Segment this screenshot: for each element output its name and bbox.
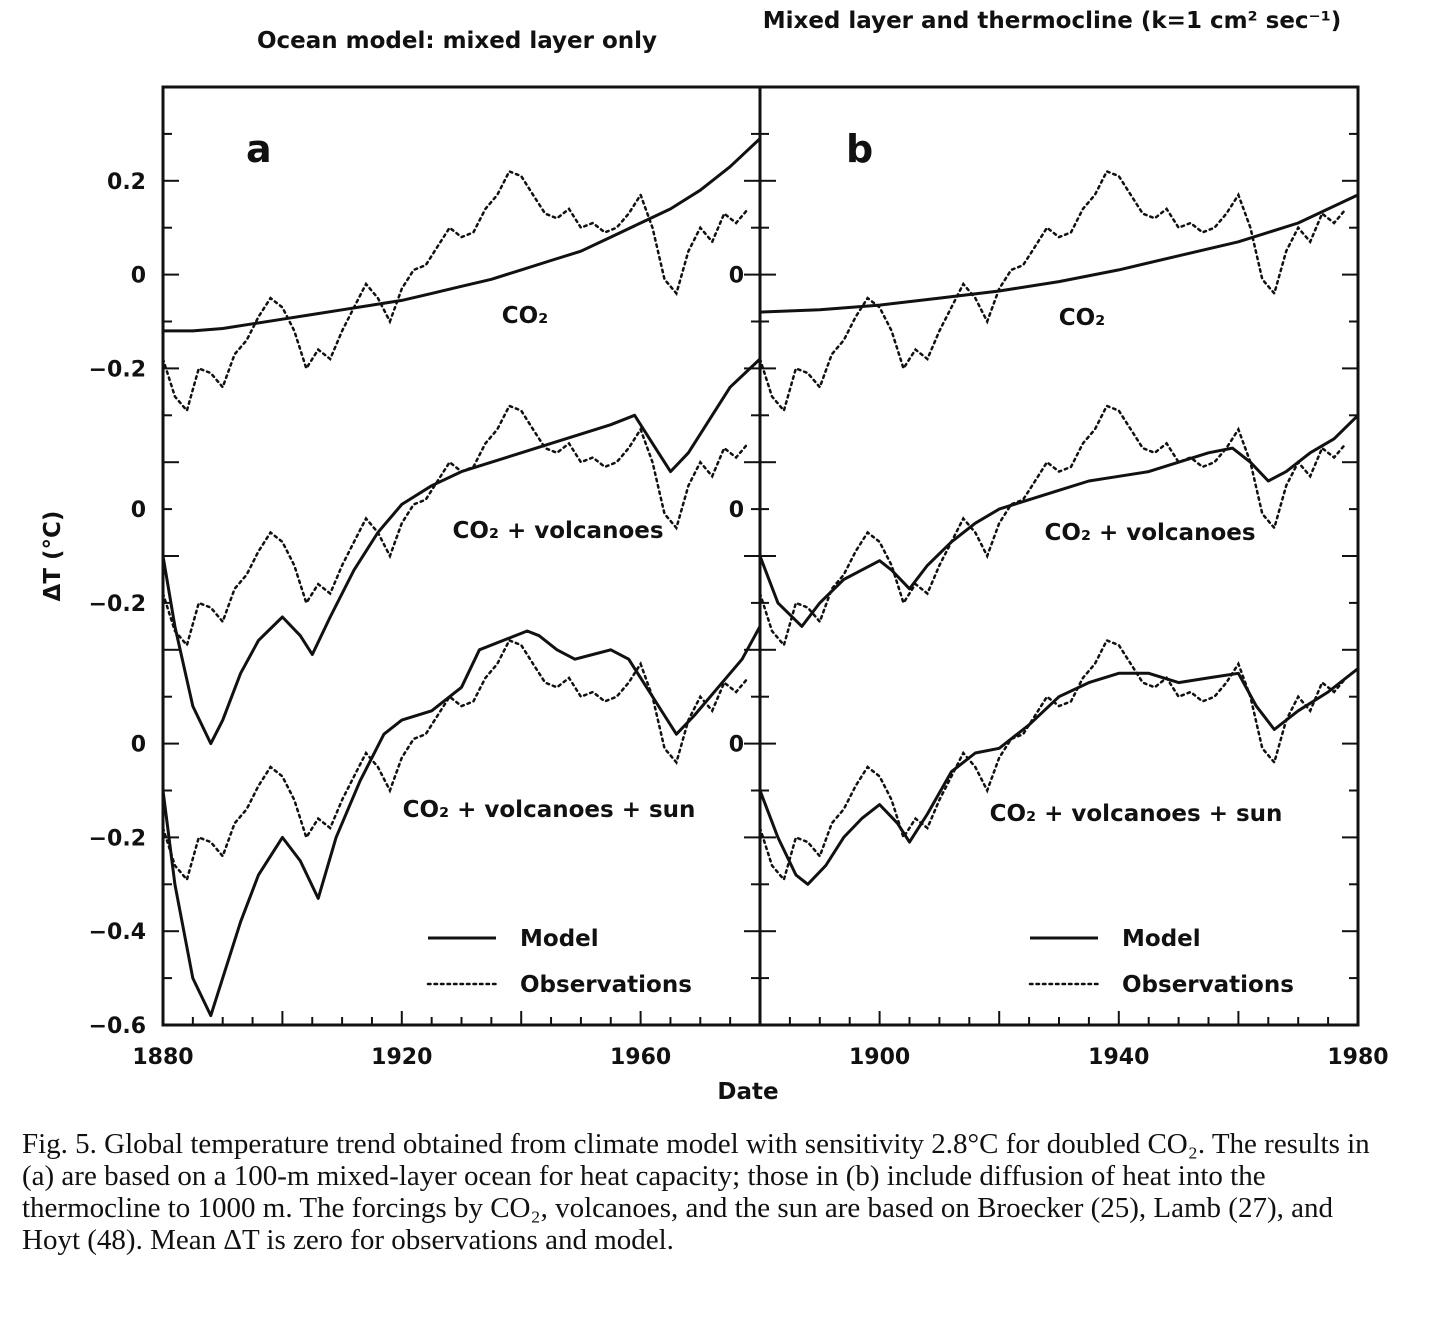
panel-b-series xyxy=(758,169,1360,886)
panel-a-frame xyxy=(161,85,762,1027)
y-tick-label: 0 xyxy=(729,498,744,523)
observations-line-3 xyxy=(758,638,1348,883)
panel-b-ticks: 1900 1940 1980 0 0 0 xyxy=(729,86,1389,1070)
subplot-label-2: CO₂ + volcanoes xyxy=(452,518,663,544)
panel-a-labels: CO₂ CO₂ + volcanoes CO₂ + volcanoes + sun M… xyxy=(403,303,696,998)
panel-b-letter: b xyxy=(846,127,873,171)
model-line-3 xyxy=(161,625,762,1018)
x-tick-label: 1980 xyxy=(1327,1045,1388,1070)
panel-a: Ocean model: mixed layer only a 1880 1920… xyxy=(89,28,762,1070)
y-axis-label: ΔT (°C) xyxy=(40,511,66,602)
subplot-label-3: CO₂ + volcanoes + sun xyxy=(990,801,1283,827)
y-tick-label: 0.2 xyxy=(107,170,146,195)
panel-b-frame xyxy=(758,85,1360,1027)
figure-graphic: Ocean model: mixed layer only a 1880 1920… xyxy=(40,8,1389,1105)
panel-b-title: Mixed layer and thermocline (k=1 cm² sec… xyxy=(763,8,1342,34)
y-tick-label: −0.6 xyxy=(89,1014,146,1039)
y-tick-label: 0 xyxy=(131,498,146,523)
observations-line-2 xyxy=(758,404,1348,648)
panel-a-series xyxy=(161,137,762,1018)
y-tick-label: −0.2 xyxy=(89,592,146,617)
model-line-2 xyxy=(161,357,762,746)
subplot-label-3: CO₂ + volcanoes + sun xyxy=(403,797,696,823)
model-line-1 xyxy=(163,137,762,333)
panel-a-title: Ocean model: mixed layer only xyxy=(257,28,657,54)
panel-a-letter: a xyxy=(246,127,272,171)
y-tick-label: 0 xyxy=(729,733,744,758)
legend-model-label: Model xyxy=(520,926,599,952)
subplot-label-1: CO₂ xyxy=(502,303,549,329)
figure-caption: Fig. 5. Global temperature trend obtaine… xyxy=(22,1128,1370,1256)
panel-b-labels: CO₂ CO₂ + volcanoes CO₂ + volcanoes + sun M… xyxy=(990,305,1294,998)
observations-line-3 xyxy=(161,638,750,883)
model-line-3 xyxy=(758,667,1359,886)
observations-line-2 xyxy=(161,404,750,648)
legend-observations-label: Observations xyxy=(520,972,692,998)
legend-observations-label: Observations xyxy=(1122,972,1294,998)
y-tick-label: −0.4 xyxy=(89,920,146,945)
x-axis-label: Date xyxy=(717,1079,778,1105)
x-tick-label: 1920 xyxy=(371,1045,432,1070)
x-tick-label: 1900 xyxy=(849,1045,910,1070)
subplot-label-1: CO₂ xyxy=(1059,305,1106,331)
model-line-1 xyxy=(759,193,1359,314)
x-tick-label: 1940 xyxy=(1088,1045,1149,1070)
x-tick-label: 1960 xyxy=(610,1045,671,1070)
y-tick-label: −0.2 xyxy=(89,826,146,851)
y-tick-label: 0 xyxy=(729,264,744,289)
y-tick-label: 0 xyxy=(131,733,146,758)
subplot-label-2: CO₂ + volcanoes xyxy=(1044,520,1255,546)
y-tick-label: −0.2 xyxy=(89,357,146,382)
observations-line-1 xyxy=(758,169,1348,414)
y-tick-label: 0 xyxy=(131,264,146,289)
model-line-2 xyxy=(758,414,1360,628)
panel-a-ticks: 1880 1920 1960 −0.6 −0.4 −0.2 0 −0.2 0 −0.2 0 0.2 xyxy=(89,86,761,1070)
legend-model-label: Model xyxy=(1122,926,1201,952)
x-tick-label: 1880 xyxy=(132,1045,193,1070)
observations-line-1 xyxy=(161,169,750,414)
panel-b: Mixed layer and thermocline (k=1 cm² sec… xyxy=(729,8,1389,1070)
